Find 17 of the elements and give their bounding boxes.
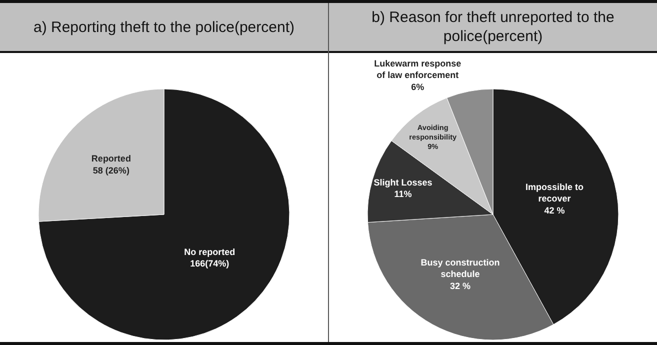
data-label: 58 (26%) [92,165,130,176]
pie-slice [38,88,290,340]
slice-label: Reported [91,154,131,164]
chart-title: a) Reporting theft to the police(percent) [0,3,328,53]
slice-label: Lukewarm response of law enforcement [374,58,462,80]
data-label: 42 % [544,205,565,216]
data-label: 9% [428,142,439,151]
slice-label: No reported [184,246,236,257]
chart-title: b) Reason for theft unreported to the police(percent) [329,3,657,53]
slice-label: Impossible to recover [525,182,584,204]
data-label: 6% [411,82,424,92]
slice-label: Busy construction schedule [420,257,500,280]
data-label: 32 % [450,280,470,291]
slice-label: Avoiding responsibility [409,122,458,142]
data-label: 11% [394,189,412,200]
slice-label: Slight Losses [374,177,432,188]
data-label: 166(74%) [190,258,230,268]
